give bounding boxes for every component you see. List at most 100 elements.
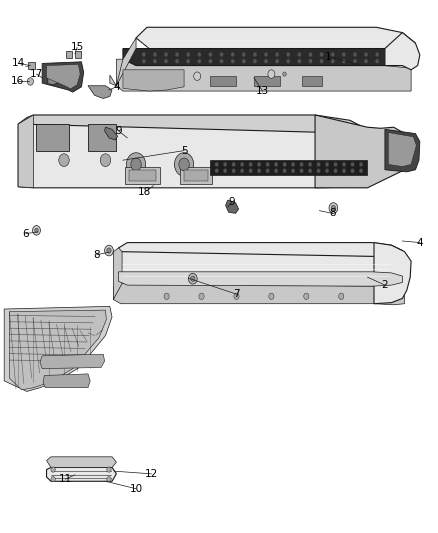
- Circle shape: [232, 168, 235, 173]
- Circle shape: [153, 59, 157, 63]
- Circle shape: [27, 78, 33, 85]
- Circle shape: [300, 163, 304, 166]
- Circle shape: [164, 59, 168, 63]
- Circle shape: [249, 163, 252, 166]
- Polygon shape: [4, 306, 112, 391]
- Text: 12: 12: [145, 469, 158, 479]
- Circle shape: [334, 163, 337, 166]
- Polygon shape: [210, 160, 367, 175]
- Polygon shape: [385, 130, 420, 172]
- Circle shape: [274, 168, 278, 173]
- Polygon shape: [18, 115, 33, 188]
- Circle shape: [59, 154, 69, 166]
- Polygon shape: [88, 86, 112, 99]
- Polygon shape: [226, 200, 239, 213]
- Circle shape: [283, 72, 286, 76]
- Circle shape: [325, 168, 329, 173]
- Circle shape: [364, 52, 368, 56]
- Polygon shape: [374, 243, 411, 304]
- Polygon shape: [43, 374, 90, 387]
- Circle shape: [331, 205, 336, 211]
- Text: 18: 18: [138, 187, 152, 197]
- Circle shape: [286, 52, 290, 56]
- Text: 2: 2: [381, 280, 388, 290]
- Polygon shape: [113, 248, 122, 300]
- Circle shape: [298, 59, 301, 63]
- Polygon shape: [119, 272, 403, 286]
- Circle shape: [107, 477, 111, 482]
- Circle shape: [353, 52, 357, 56]
- Text: 4: 4: [113, 82, 120, 92]
- Circle shape: [131, 158, 141, 171]
- Circle shape: [198, 52, 201, 56]
- Circle shape: [276, 52, 279, 56]
- Circle shape: [100, 154, 111, 166]
- Circle shape: [274, 163, 278, 166]
- Polygon shape: [46, 467, 117, 481]
- Text: 7: 7: [233, 289, 240, 299]
- Text: 15: 15: [71, 43, 84, 52]
- Circle shape: [351, 168, 354, 173]
- Circle shape: [187, 52, 190, 56]
- Bar: [125, 167, 160, 184]
- Bar: [130, 169, 155, 181]
- Text: 16: 16: [11, 77, 24, 86]
- Circle shape: [107, 248, 111, 253]
- Bar: [88, 124, 117, 151]
- Circle shape: [359, 163, 363, 166]
- Bar: [254, 76, 280, 86]
- Text: 8: 8: [329, 208, 336, 219]
- Polygon shape: [10, 310, 106, 390]
- Polygon shape: [40, 354, 105, 368]
- Circle shape: [249, 168, 252, 173]
- Circle shape: [198, 59, 201, 63]
- Circle shape: [375, 59, 379, 63]
- Circle shape: [317, 168, 320, 173]
- Text: 4: 4: [417, 238, 423, 247]
- Circle shape: [320, 59, 323, 63]
- Polygon shape: [105, 127, 118, 140]
- Polygon shape: [119, 243, 403, 259]
- Text: 13: 13: [256, 86, 269, 96]
- Circle shape: [51, 477, 55, 482]
- Circle shape: [276, 59, 279, 63]
- Circle shape: [304, 293, 309, 300]
- Circle shape: [234, 293, 239, 300]
- Circle shape: [331, 59, 335, 63]
- Circle shape: [298, 52, 301, 56]
- Polygon shape: [46, 64, 80, 89]
- Circle shape: [353, 59, 357, 63]
- Circle shape: [142, 52, 145, 56]
- Circle shape: [215, 163, 219, 166]
- Circle shape: [283, 168, 286, 173]
- Circle shape: [223, 168, 227, 173]
- Circle shape: [320, 52, 323, 56]
- Circle shape: [329, 203, 338, 213]
- Circle shape: [291, 168, 295, 173]
- Circle shape: [174, 153, 194, 176]
- Polygon shape: [123, 70, 184, 91]
- Circle shape: [342, 168, 346, 173]
- Text: 11: 11: [59, 474, 72, 484]
- Circle shape: [364, 59, 368, 63]
- Circle shape: [194, 72, 201, 80]
- Circle shape: [220, 59, 223, 63]
- Polygon shape: [110, 38, 136, 86]
- Bar: [180, 167, 212, 184]
- Circle shape: [191, 276, 195, 281]
- Circle shape: [32, 225, 40, 235]
- Circle shape: [209, 59, 212, 63]
- Polygon shape: [117, 59, 411, 91]
- Polygon shape: [42, 62, 84, 92]
- Text: 9: 9: [115, 126, 122, 136]
- Circle shape: [300, 168, 304, 173]
- Circle shape: [232, 163, 235, 166]
- Polygon shape: [385, 33, 420, 70]
- Circle shape: [308, 163, 312, 166]
- Circle shape: [215, 168, 219, 173]
- Polygon shape: [18, 115, 367, 135]
- Bar: [66, 51, 72, 58]
- Circle shape: [331, 52, 335, 56]
- Circle shape: [179, 158, 189, 171]
- Circle shape: [175, 52, 179, 56]
